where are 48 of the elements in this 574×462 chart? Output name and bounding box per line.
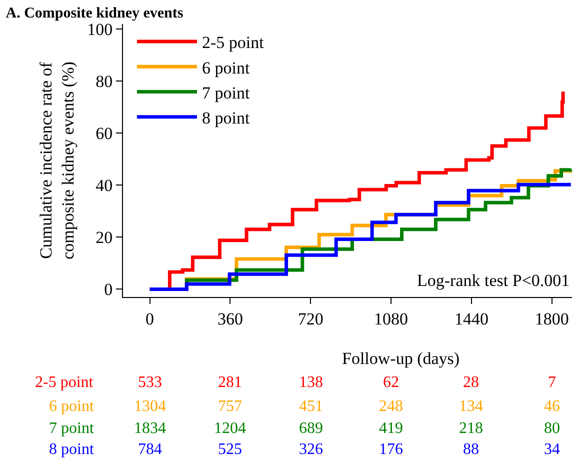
text: 419 xyxy=(379,420,403,437)
annotation: Log-rank test P<0.001 xyxy=(417,271,570,290)
x-tick-label: 360 xyxy=(217,309,243,328)
text: 326 xyxy=(299,441,323,458)
x-tick-label: 1440 xyxy=(454,309,488,328)
text: 1304 xyxy=(134,398,166,415)
text: 62 xyxy=(383,374,399,391)
x-tick-label: 720 xyxy=(298,309,324,328)
y-tick-label: 60 xyxy=(96,124,113,144)
legend-label: 6 point xyxy=(202,58,250,78)
text: 80 xyxy=(544,420,560,437)
text: 88 xyxy=(463,441,479,458)
legend-label: 8 point xyxy=(202,108,250,128)
y-tick-label: 40 xyxy=(96,176,113,196)
text: 7 xyxy=(548,374,556,391)
x-tick-label: 1800 xyxy=(534,309,569,328)
y-tick-label: 100 xyxy=(87,20,113,40)
text: 7 point xyxy=(49,420,94,437)
text: 34 xyxy=(544,441,560,458)
chart-title: A. Composite kidney events xyxy=(6,5,184,22)
text: 533 xyxy=(138,374,162,391)
text: 248 xyxy=(379,398,403,415)
text: 176 xyxy=(379,441,403,458)
text: 1834 xyxy=(134,420,166,437)
text: 784 xyxy=(138,441,162,458)
y-axis-title: Cumulative incidence rate of composite kidney events (%) xyxy=(36,62,78,260)
text: 134 xyxy=(459,398,483,415)
legend-label: 7 point xyxy=(202,83,250,102)
text: 6 point xyxy=(49,398,94,415)
text: 525 xyxy=(218,441,242,458)
text: 218 xyxy=(459,420,483,437)
x-tick-label: 0 xyxy=(146,309,154,328)
x-tick-label: 1080 xyxy=(374,309,408,328)
text: 8 point xyxy=(49,441,94,458)
text: 451 xyxy=(299,398,323,415)
text: 46 xyxy=(544,398,560,415)
text: 2-5 point xyxy=(35,374,94,391)
y-tick-label: 0 xyxy=(104,280,113,300)
text: 757 xyxy=(218,398,242,415)
y-tick-label: 80 xyxy=(96,72,113,92)
text: 689 xyxy=(299,420,323,437)
text: 138 xyxy=(299,374,323,391)
legend-label: 2-5 point xyxy=(202,33,264,52)
x-axis-title: Follow-up (days) xyxy=(342,349,460,368)
text: 28 xyxy=(463,374,479,391)
text: 281 xyxy=(218,374,242,391)
text: 1204 xyxy=(214,420,246,437)
y-tick-label: 20 xyxy=(96,228,113,248)
